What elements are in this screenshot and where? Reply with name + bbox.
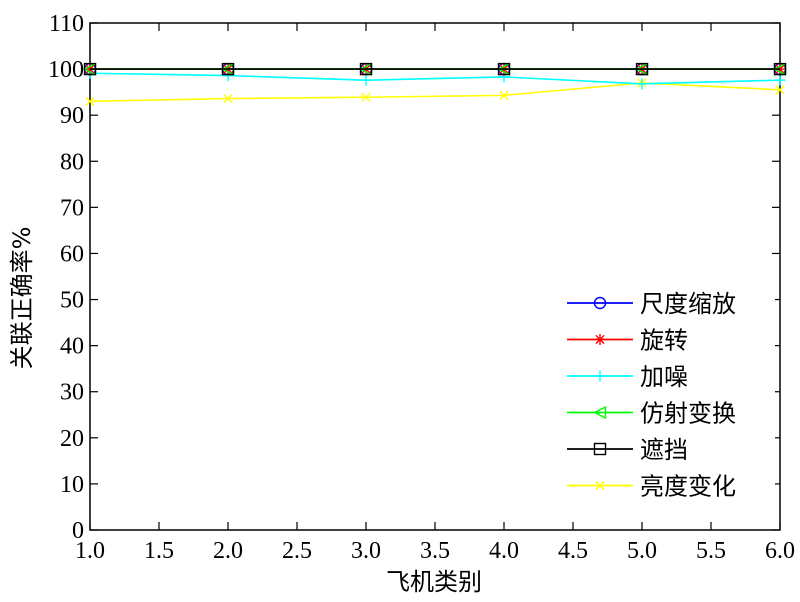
data-point [497,62,511,76]
data-point [635,62,649,76]
y-tick-label: 110 [49,11,84,37]
x-tick-label: 1.0 [75,538,105,564]
series-3 [84,67,786,90]
legend-label: 加噪 [640,363,688,391]
y-tick-label: 40 [60,334,84,360]
x-tick-label: 3.5 [420,538,450,564]
legend-item: 加噪 [567,363,688,391]
y-tick-label: 70 [60,195,84,221]
series-layer [82,62,787,106]
y-tick-label: 0 [72,518,84,544]
x-tick-label: 5.0 [627,538,657,564]
data-point [361,92,371,102]
legend-label: 亮度变化 [640,473,736,501]
legend-marker [594,334,606,345]
legend-item: 亮度变化 [567,473,736,501]
legend-marker [594,370,606,382]
x-tick-label: 4.5 [558,538,588,564]
y-tick-label: 50 [60,288,84,314]
data-point [223,93,233,104]
legend-marker [593,442,607,456]
x-tick-label: 2.5 [282,538,312,564]
legend-item: 尺度缩放 [567,290,736,318]
data-point [221,62,235,76]
legend-label: 仿射变换 [640,400,736,428]
legend-item: 仿射变换 [567,400,736,428]
legend-label: 旋转 [640,327,688,355]
x-tick-label: 1.5 [144,538,174,564]
x-tick-label: 3.0 [351,538,381,564]
series-5 [83,62,787,76]
data-point [499,90,509,100]
y-axis-title: 关联正确率% [8,227,36,370]
y-axis: 0 10 20 30 40 50 60 70 80 90 100 110 [48,11,780,544]
data-point [360,74,372,86]
y-tick-label: 30 [60,380,84,406]
data-point [85,96,95,106]
y-tick-label: 60 [60,241,84,267]
legend-box [555,284,775,508]
x-axis-title: 飞机类别 [386,568,482,596]
y-tick-label: 90 [60,103,84,129]
data-point [83,62,97,76]
legend-marker [592,405,607,420]
series-line [89,82,781,103]
legend-marker [595,480,605,491]
x-tick-label: 2.0 [213,538,243,564]
series-line [89,72,781,85]
data-point [775,85,785,95]
x-tick-label: 6.0 [765,538,795,564]
legend-marker [593,296,607,310]
legend-item: 旋转 [567,327,688,355]
data-point [359,62,373,76]
x-tick-label: 4.0 [489,538,519,564]
x-tick-label: 5.5 [696,538,726,564]
legend-label: 尺度缩放 [640,290,736,318]
y-tick-label: 10 [60,472,84,498]
data-point [636,78,648,90]
data-point [774,74,786,86]
legend-label: 遮挡 [640,436,688,464]
legend-item: 遮挡 [567,436,688,464]
y-tick-label: 100 [48,57,84,83]
y-tick-label: 20 [60,426,84,452]
data-point [773,62,787,76]
y-tick-label: 80 [60,149,84,175]
x-axis: 1.0 1.5 2.0 2.5 3.0 3.5 4.0 4.5 5.0 5.5 6.0 [75,23,795,564]
series-6 [85,78,785,106]
